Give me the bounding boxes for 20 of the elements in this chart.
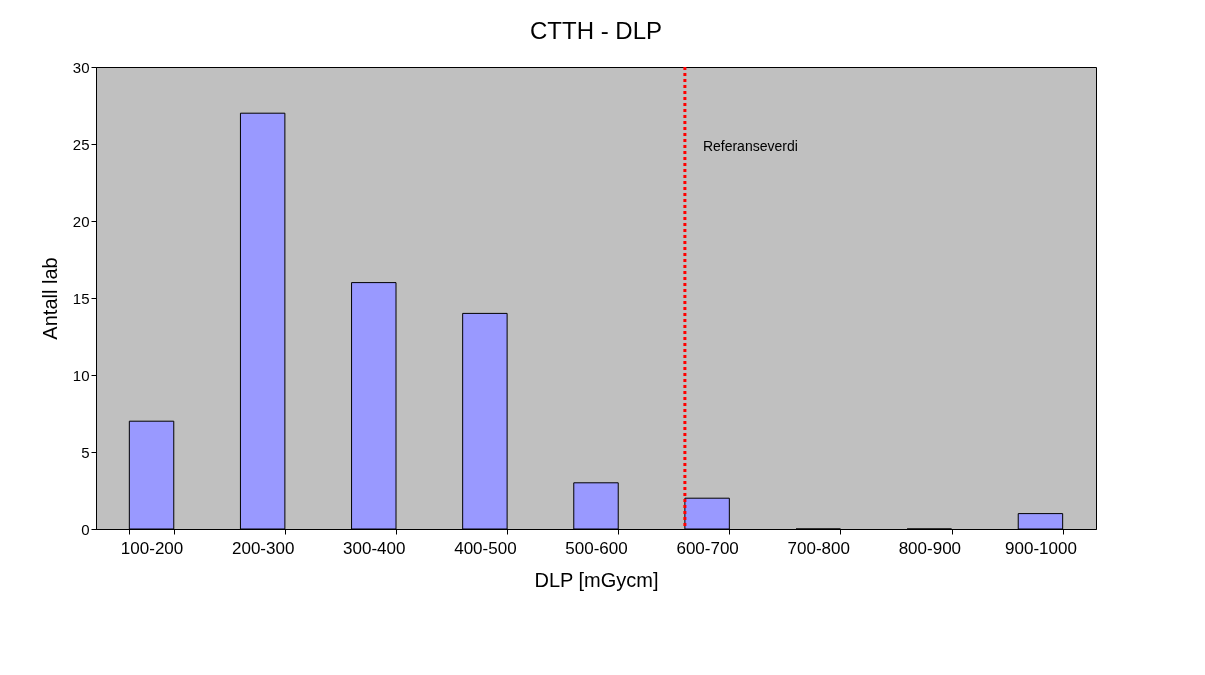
y-tick-label: 0	[81, 520, 90, 538]
x-tick-label: 100-200	[120, 538, 184, 558]
x-tick-label: 300-400	[343, 538, 406, 558]
x-tick-label: 400-500	[454, 538, 517, 558]
x-tick-label: 800-900	[898, 538, 962, 558]
ref-line-label: Referanseverdi	[702, 138, 798, 154]
y-tick-label: 30	[72, 58, 90, 76]
y-tick-label: 25	[72, 135, 90, 153]
x-tick-label: 700-800	[787, 538, 850, 558]
x-tick-label: 500-600	[565, 538, 628, 558]
x-tick-label: 900-1000	[1005, 538, 1077, 558]
y-tick-label: 5	[81, 443, 90, 461]
y-tick-label: 15	[72, 289, 90, 307]
x-tick-label: 200-300	[231, 538, 295, 558]
y-tick-label: 20	[72, 212, 90, 230]
chart-title: CTTH - DLP	[530, 17, 662, 44]
x-axis-title: DLP [mGycm]	[534, 568, 659, 591]
y-axis-title: Antall lab	[38, 257, 61, 340]
y-tick-label: 10	[72, 366, 90, 384]
x-tick-label: 600-700	[676, 538, 739, 558]
